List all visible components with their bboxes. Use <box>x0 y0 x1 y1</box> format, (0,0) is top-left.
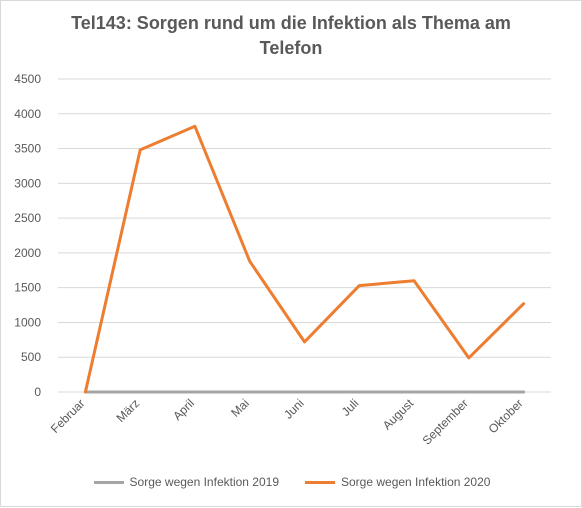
legend-label-2020: Sorge wegen Infektion 2020 <box>341 475 491 489</box>
y-tick-label: 4000 <box>14 107 41 121</box>
legend-swatch-2019 <box>93 480 124 484</box>
series-line-2020 <box>83 124 526 394</box>
gridlines <box>58 78 551 393</box>
x-tick-label: Juli <box>339 396 362 419</box>
x-tick-label: September <box>420 396 471 447</box>
y-tick-label: 1000 <box>14 315 41 329</box>
legend-item-2020: Sorge wegen Infektion 2020 <box>305 475 490 489</box>
y-tick-label: 3000 <box>14 176 41 190</box>
chart-title: Tel143: Sorgen rund um die Infektion als… <box>71 13 511 58</box>
series-lines <box>83 124 526 394</box>
legend-swatch-2020 <box>305 480 335 484</box>
y-tick-label: 0 <box>34 385 41 399</box>
x-tick-label: Oktober <box>486 396 526 436</box>
x-tick-labels: Februar März April Mai Juni Juli August Septemb… <box>48 396 526 448</box>
x-tick-label: März <box>114 396 143 425</box>
legend: Sorge wegen Infektion 2019 Sorge wegen I… <box>1 475 582 489</box>
y-tick-label: 4500 <box>14 72 41 86</box>
y-tick-label: 3500 <box>14 142 41 156</box>
y-tick-labels: 0 500 1000 1500 2000 2500 3000 3500 4000 4500 <box>14 72 41 399</box>
x-tick-label: Juni <box>281 396 306 421</box>
y-tick-label: 2500 <box>14 211 41 225</box>
legend-item-2019: Sorge wegen Infektion 2019 <box>93 475 279 489</box>
x-tick-label: Mai <box>228 396 252 420</box>
y-tick-label: 1500 <box>14 281 41 295</box>
y-tick-label: 2000 <box>14 246 41 260</box>
legend-label-2019: Sorge wegen Infektion 2019 <box>129 475 279 489</box>
x-tick-label: April <box>170 396 197 423</box>
x-tick-label: August <box>380 396 417 433</box>
x-tick-label: Februar <box>48 396 88 436</box>
y-tick-label: 500 <box>21 350 41 364</box>
